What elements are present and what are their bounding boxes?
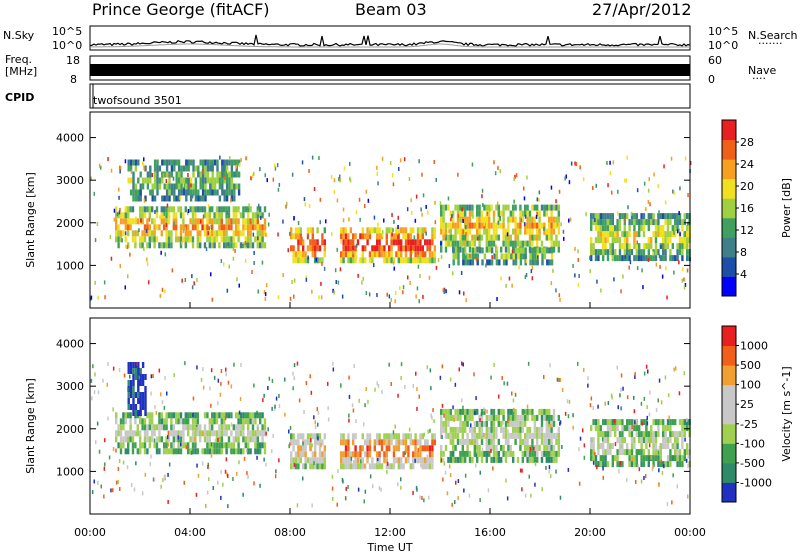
xtick-label: 20:00 (574, 526, 606, 539)
velocity-colorbar-label: 25 (740, 398, 754, 411)
power-colorbar-segment (722, 237, 736, 258)
velocity-colorbar-title: Velocity [m s^-1] (780, 366, 793, 461)
power-colorbar-title: Power [dB] (780, 178, 793, 238)
xtick-label: 12:00 (374, 526, 406, 539)
nsearch-series (90, 43, 690, 48)
velocity-colorbar-label: -1000 (740, 476, 772, 489)
velocity-band-1 (127, 362, 147, 416)
power-colorbar-label: 8 (740, 246, 747, 259)
power-colorbar-label: 16 (740, 202, 754, 215)
velocity-colorbar-label: -100 (740, 437, 765, 450)
xtick-label: 04:00 (174, 526, 206, 539)
velocity-band-0 (115, 412, 267, 455)
power-band-3 (340, 227, 436, 264)
cpid-value: twofsound 3501 (93, 94, 182, 107)
nave-label: Nave (748, 64, 777, 77)
power-colorbar-segment (722, 120, 736, 141)
power-ytick-label: 2000 (56, 217, 84, 230)
power-colorbar-segment (722, 139, 736, 160)
velocity-colorbar-segment (722, 462, 736, 483)
freq-series (90, 64, 690, 76)
nsky-tick-low: 10^0 (52, 39, 83, 52)
station-title: Prince George (fitACF) (92, 0, 270, 19)
velocity-colorbar-segment (722, 365, 736, 386)
velocity-scatter (90, 361, 689, 509)
velocity-colorbar-label: -25 (740, 418, 758, 431)
velocity-colorbar-label: -500 (740, 457, 765, 470)
velocity-ylabel: Slant Range [km] (24, 378, 37, 474)
nsky-series (89, 34, 691, 47)
velocity-colorbar-segment (722, 423, 736, 444)
power-scatter (90, 155, 692, 304)
nsky-panel (89, 25, 691, 51)
xlabel: Time UT (366, 541, 412, 554)
freq-tick-low: 8 (70, 73, 77, 86)
power-band-0 (115, 206, 267, 249)
velocity-panel (89, 317, 691, 515)
velocity-colorbar-segment (722, 326, 736, 347)
nsky-tick-high: 10^5 (52, 25, 83, 38)
power-colorbar-segment (722, 159, 736, 180)
nave-tick-low: 0 (708, 73, 715, 86)
freq-tick-high: 18 (66, 54, 80, 67)
velocity-ytick-label: 1000 (56, 465, 84, 478)
power-colorbar-segment (722, 198, 736, 219)
freq-label: Freq. (5, 53, 33, 66)
velocity-band-2 (290, 433, 326, 470)
velocity-band-4 (440, 408, 560, 463)
xtick-label: 08:00 (274, 526, 306, 539)
power-panel (89, 111, 692, 309)
velocity-colorbar-segment (722, 482, 736, 503)
velocity-colorbar-frame (721, 325, 737, 503)
nsky-label: N.Sky (3, 29, 35, 42)
power-colorbar-segment (722, 256, 736, 277)
power-colorbar-segment (722, 276, 736, 297)
power-colorbar-segment (722, 217, 736, 238)
power-ytick-label: 4000 (56, 132, 84, 145)
power-ylabel: Slant Range [km] (24, 172, 37, 268)
power-colorbar-label: 4 (740, 268, 747, 281)
beam-title: Beam 03 (355, 0, 427, 19)
velocity-colorbar-segment (722, 404, 736, 425)
velocity-ytick-label: 2000 (56, 423, 84, 436)
xtick-label: 00:00 (74, 526, 106, 539)
axes-layer: 1000 2000 3000 4000 Slant Range [km] 28 24 20 16… (24, 119, 793, 554)
nave-tick-high: 60 (708, 54, 722, 67)
velocity-colorbar-label: 100 (740, 379, 761, 392)
power-ytick-label: 1000 (56, 259, 84, 272)
velocity-colorbar-segment (722, 345, 736, 366)
velocity-ytick-label: 4000 (56, 338, 84, 351)
nsearch-tick-high: 10^5 (708, 25, 739, 38)
nsearch-label: N.Search (748, 29, 798, 42)
cpid-panel (89, 83, 691, 109)
power-colorbar-label: 12 (740, 224, 754, 237)
power-ytick-label: 3000 (56, 174, 84, 187)
velocity-colorbar-segment (722, 384, 736, 405)
date-title: 27/Apr/2012 (592, 0, 692, 19)
xtick-label: 16:00 (474, 526, 506, 539)
power-colorbar-label: 28 (740, 136, 754, 149)
velocity-colorbar-label: 1000 (740, 340, 768, 353)
power-colorbar-label: 24 (740, 158, 754, 171)
power-band-6 (590, 213, 691, 262)
nsearch-tick-low: 10^0 (708, 39, 739, 52)
nave-dots: ···· (752, 72, 766, 85)
power-colorbar-segment (722, 178, 736, 199)
power-colorbar-label: 20 (740, 180, 754, 193)
nsearch-dots: ······· (758, 37, 783, 50)
freq-unit: [MHz] (5, 65, 38, 78)
velocity-colorbar-segment (722, 443, 736, 464)
cpid-label: CPID (5, 91, 35, 104)
xtick-label: 00:00 (674, 526, 706, 539)
velocity-colorbar-label: 500 (740, 359, 761, 372)
power-band-1 (127, 159, 241, 202)
velocity-ytick-label: 3000 (56, 380, 84, 393)
